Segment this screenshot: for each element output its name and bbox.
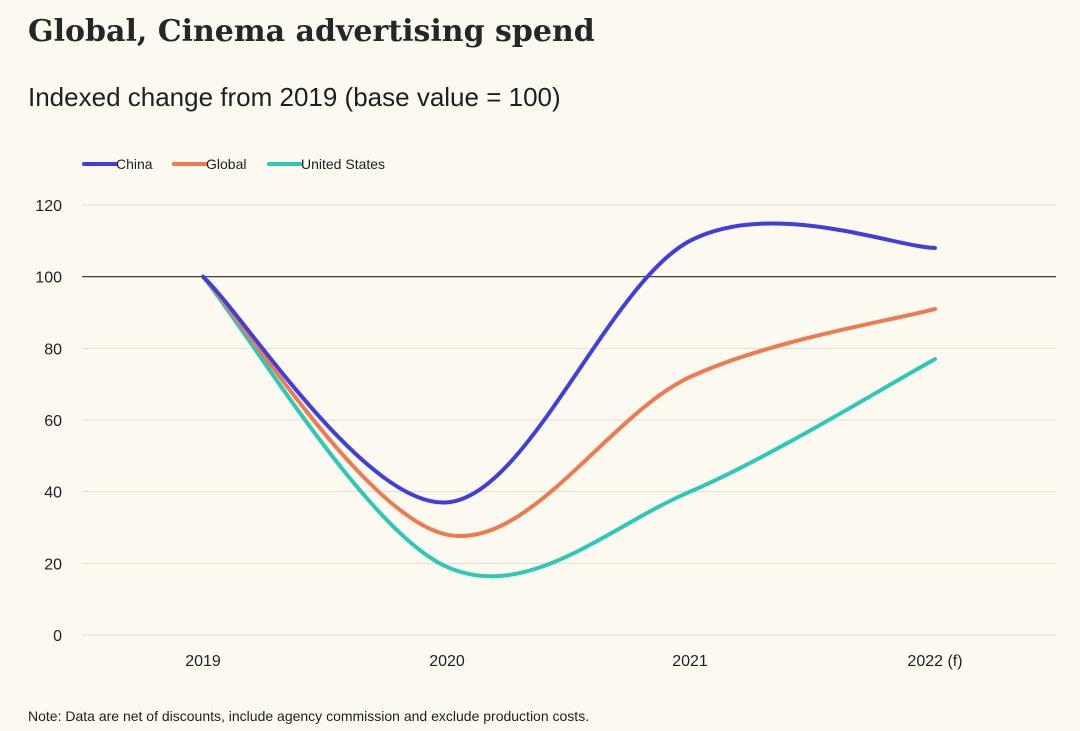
y-tick-label: 40 — [44, 485, 62, 502]
y-tick-label: 60 — [44, 413, 62, 430]
legend-label: Global — [206, 156, 246, 172]
x-tick-label: 2021 — [672, 653, 708, 670]
legend: China Global United States — [82, 156, 385, 172]
footnote: Note: Data are net of discounts, include… — [28, 708, 590, 724]
x-tick-label: 2020 — [429, 653, 465, 670]
legend-label: China — [116, 156, 153, 172]
y-axis: 0 20 40 60 80 100 120 — [35, 198, 62, 645]
series-line-china — [201, 221, 937, 505]
y-tick-label: 100 — [35, 270, 62, 287]
x-tick-label: 2019 — [185, 653, 221, 670]
y-tick-label: 0 — [53, 628, 62, 645]
chart-subtitle: Indexed change from 2019 (base value = 1… — [28, 82, 561, 112]
chart-title: Global, Cinema advertising spend — [28, 14, 595, 49]
grid — [82, 204, 1056, 636]
y-tick-label: 20 — [44, 556, 62, 573]
x-axis: 2019 2020 2021 2022 (f) — [185, 653, 962, 670]
series-lines — [201, 221, 937, 579]
legend-label: United States — [301, 156, 385, 172]
y-tick-label: 80 — [44, 341, 62, 358]
x-tick-label: 2022 (f) — [907, 653, 962, 670]
series-line-united-states — [201, 274, 937, 579]
series-line-global — [201, 274, 937, 539]
y-tick-label: 120 — [35, 198, 62, 215]
